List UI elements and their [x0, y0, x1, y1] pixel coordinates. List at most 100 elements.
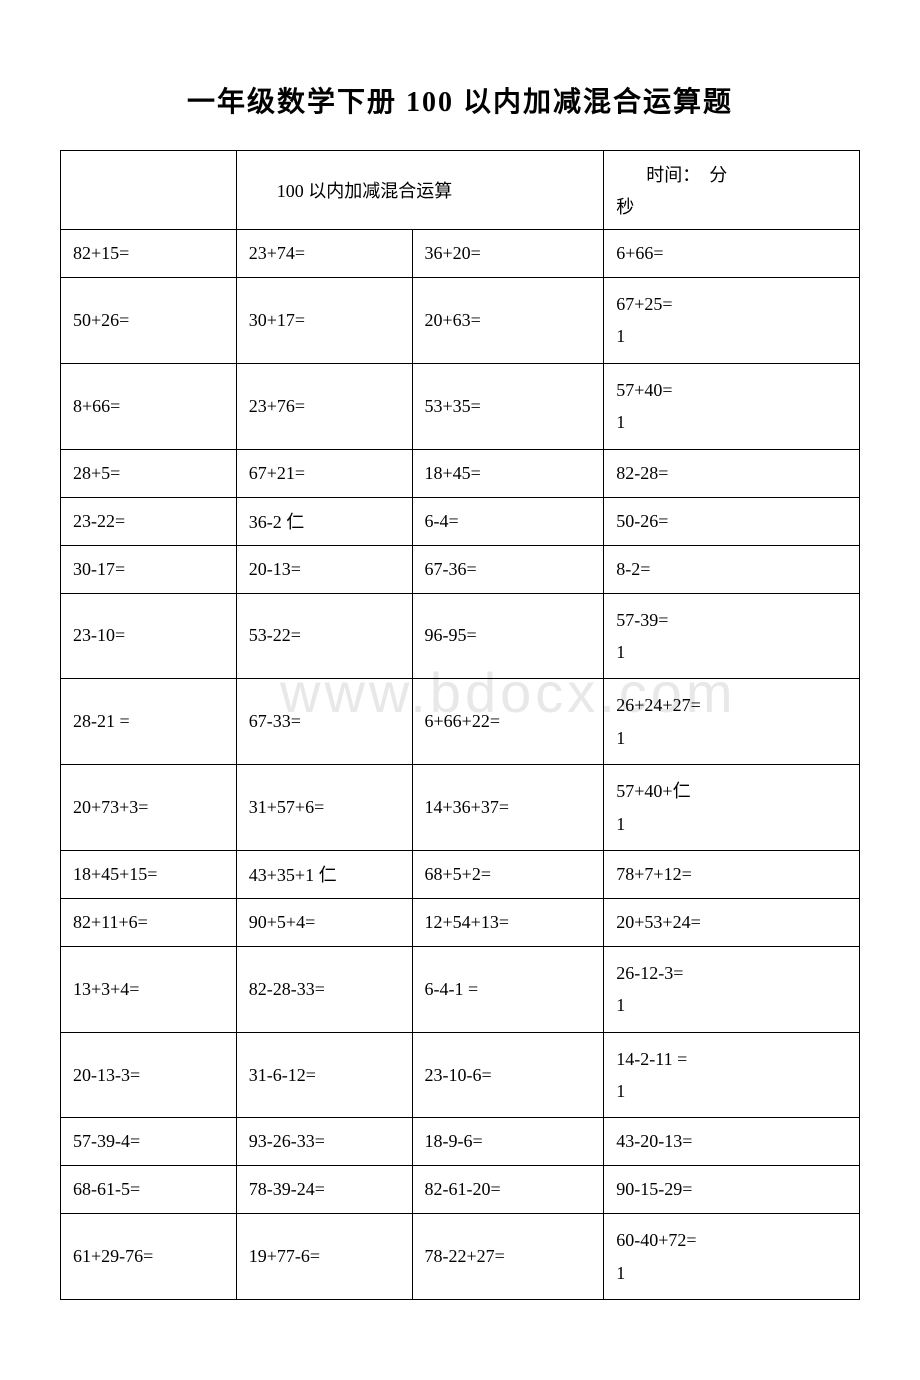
table-cell: 20-13=	[236, 545, 412, 593]
table-cell: 20+73+3=	[61, 765, 237, 851]
cell-line: 1	[616, 1257, 847, 1289]
table-cell: 18-9-6=	[412, 1118, 604, 1166]
table-body: 100 以内加减混合运算 时间： 分 秒 82+15=23+74=36+20=6…	[61, 151, 860, 1300]
table-cell: 68+5+2=	[412, 850, 604, 898]
table-cell: 6-4=	[412, 497, 604, 545]
table-cell: 53-22=	[236, 593, 412, 679]
table-cell: 8-2=	[604, 545, 860, 593]
cell-line: 1	[616, 320, 847, 352]
table-row: 13+3+4=82-28-33=6-4-1 =26-12-3=1	[61, 946, 860, 1032]
table-row: 57-39-4=93-26-33=18-9-6=43-20-13=	[61, 1118, 860, 1166]
table-cell: 28+5=	[61, 449, 237, 497]
table-cell: 30-17=	[61, 545, 237, 593]
table-row: 23-10=53-22=96-95=57-39=1	[61, 593, 860, 679]
table-cell: 50-26=	[604, 497, 860, 545]
table-cell: 96-95=	[412, 593, 604, 679]
cell-line: 57-39=	[616, 604, 847, 636]
table-cell: 82-28-33=	[236, 946, 412, 1032]
table-row: 18+45+15=43+35+1 仁68+5+2=78+7+12=	[61, 850, 860, 898]
table-cell: 78+7+12=	[604, 850, 860, 898]
table-cell: 78-39-24=	[236, 1166, 412, 1214]
cell-line: 26-12-3=	[616, 957, 847, 989]
table-cell: 57+40+仁1	[604, 765, 860, 851]
time-sec: 秒	[616, 193, 847, 219]
table-cell: 53+35=	[412, 363, 604, 449]
cell-line: 1	[616, 406, 847, 438]
table-cell: 6-4-1 =	[412, 946, 604, 1032]
table-cell: 78-22+27=	[412, 1214, 604, 1300]
table-cell: 57+40=1	[604, 363, 860, 449]
table-cell: 28-21 =	[61, 679, 237, 765]
table-cell: 20+53+24=	[604, 898, 860, 946]
cell-line: 1	[616, 989, 847, 1021]
table-cell: 90+5+4=	[236, 898, 412, 946]
table-cell: 60-40+72=1	[604, 1214, 860, 1300]
cell-line: 67+25=	[616, 288, 847, 320]
table-row: 8+66=23+76=53+35=57+40=1	[61, 363, 860, 449]
table-cell: 82+15=	[61, 230, 237, 278]
table-cell: 14+36+37=	[412, 765, 604, 851]
table-cell: 31-6-12=	[236, 1032, 412, 1118]
table-row: 23-22=36-2 仁6-4=50-26=	[61, 497, 860, 545]
table-cell: 36+20=	[412, 230, 604, 278]
table-row: 20-13-3=31-6-12=23-10-6=14-2-11 =1	[61, 1032, 860, 1118]
table-row: 28-21 =67-33=6+66+22=26+24+27=1	[61, 679, 860, 765]
cell-line: 1	[616, 722, 847, 754]
table-cell: 23-10-6=	[412, 1032, 604, 1118]
header-subtitle: 100 以内加减混合运算	[236, 151, 604, 230]
table-cell: 82-61-20=	[412, 1166, 604, 1214]
table-cell: 57-39-4=	[61, 1118, 237, 1166]
header-time: 时间： 分 秒	[604, 151, 860, 230]
table-row: 50+26=30+17=20+63= 67+25=1	[61, 278, 860, 364]
table-row: 30-17=20-13=67-36=8-2=	[61, 545, 860, 593]
table-cell: 23+76=	[236, 363, 412, 449]
table-cell: 82+11+6=	[61, 898, 237, 946]
cell-line: 26+24+27=	[616, 689, 847, 721]
table-cell: 18+45=	[412, 449, 604, 497]
table-row: 82+15=23+74=36+20=6+66=	[61, 230, 860, 278]
cell-line: 57+40=	[616, 374, 847, 406]
table-cell: 67-36=	[412, 545, 604, 593]
table-cell: 14-2-11 =1	[604, 1032, 860, 1118]
table-cell: 31+57+6=	[236, 765, 412, 851]
cell-line: 57+40+仁	[616, 775, 847, 807]
table-cell: 8+66=	[61, 363, 237, 449]
cell-line: 1	[616, 1075, 847, 1107]
math-table: 100 以内加减混合运算 时间： 分 秒 82+15=23+74=36+20=6…	[60, 150, 860, 1300]
table-row: 61+29-76=19+77-6=78-22+27=60-40+72=1	[61, 1214, 860, 1300]
table-cell: 6+66=	[604, 230, 860, 278]
table-cell: 67+21=	[236, 449, 412, 497]
table-cell: 93-26-33=	[236, 1118, 412, 1166]
table-cell: 30+17=	[236, 278, 412, 364]
table-cell: 26+24+27=1	[604, 679, 860, 765]
cell-line: 60-40+72=	[616, 1224, 847, 1256]
table-cell: 20-13-3=	[61, 1032, 237, 1118]
time-label: 时间： 分	[616, 161, 727, 187]
header-row: 100 以内加减混合运算 时间： 分 秒	[61, 151, 860, 230]
table-row: 68-61-5=78-39-24=82-61-20=90-15-29=	[61, 1166, 860, 1214]
table-cell: 61+29-76=	[61, 1214, 237, 1300]
table-cell: 50+26=	[61, 278, 237, 364]
cell-line: 14-2-11 =	[616, 1043, 847, 1075]
table-cell: 23-10=	[61, 593, 237, 679]
table-cell: 82-28=	[604, 449, 860, 497]
table-cell: 23+74=	[236, 230, 412, 278]
header-empty	[61, 151, 237, 230]
table-cell: 20+63=	[412, 278, 604, 364]
page-title: 一年级数学下册 100 以内加减混合运算题	[60, 80, 860, 120]
table-cell: 43-20-13=	[604, 1118, 860, 1166]
table-cell: 13+3+4=	[61, 946, 237, 1032]
table-row: 28+5=67+21=18+45=82-28=	[61, 449, 860, 497]
table-cell: 67-33=	[236, 679, 412, 765]
table-cell: 90-15-29=	[604, 1166, 860, 1214]
table-cell: 12+54+13=	[412, 898, 604, 946]
table-cell: 68-61-5=	[61, 1166, 237, 1214]
table-cell: 43+35+1 仁	[236, 850, 412, 898]
table-cell: 36-2 仁	[236, 497, 412, 545]
page-container: www.bdocx.com 一年级数学下册 100 以内加减混合运算题 100 …	[60, 80, 860, 1300]
table-cell: 6+66+22=	[412, 679, 604, 765]
table-row: 82+11+6=90+5+4=12+54+13=20+53+24=	[61, 898, 860, 946]
cell-line: 1	[616, 808, 847, 840]
table-cell: 19+77-6=	[236, 1214, 412, 1300]
table-cell: 26-12-3=1	[604, 946, 860, 1032]
